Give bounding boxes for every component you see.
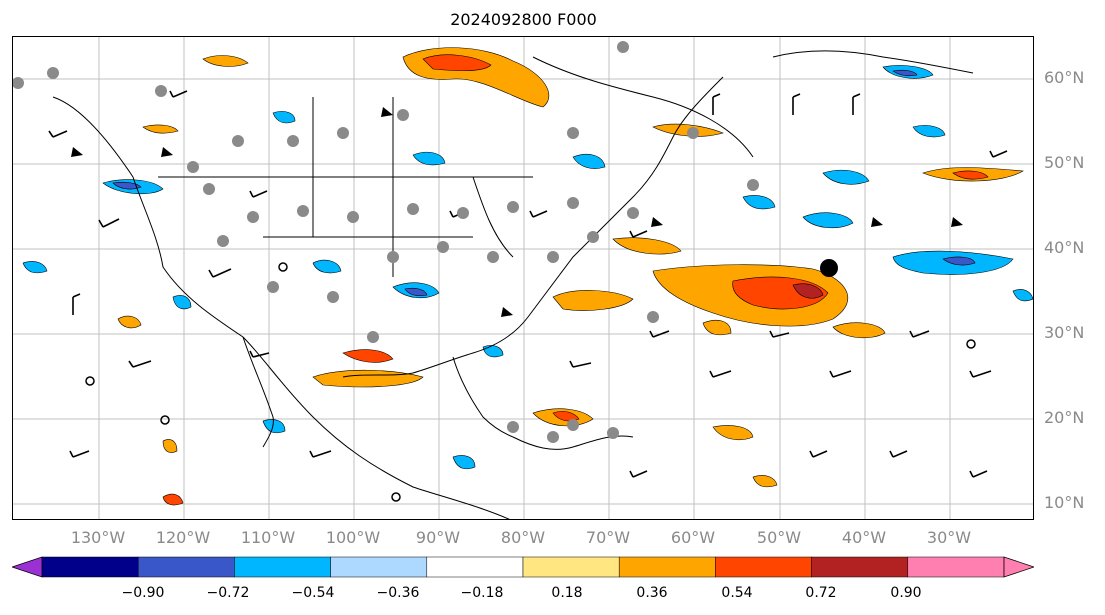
wind-barbs: [48, 90, 1008, 478]
colorbar-tick: 0.18: [551, 585, 583, 601]
colorbar-segment: [426, 556, 524, 578]
negative-shading: [22, 65, 1033, 470]
lon-label-60w: 60°W: [670, 528, 716, 547]
colorbar-extend-high: [1003, 556, 1034, 578]
colorbar-tick: −0.72: [206, 585, 250, 601]
colorbar-segment: [522, 556, 620, 578]
colorbar-tick: −0.18: [460, 585, 504, 601]
colorbar-tick: −0.90: [121, 585, 165, 601]
colorbar-tick: −0.36: [376, 585, 420, 601]
map-plot-area: [12, 36, 1034, 520]
colorbar-extend-low: [12, 556, 43, 578]
lon-label-110w: 110°W: [240, 528, 296, 547]
station-dots: [13, 41, 759, 443]
lon-label-90w: 90°W: [415, 528, 461, 547]
lon-label-80w: 80°W: [500, 528, 546, 547]
colorbar-segment: [41, 556, 139, 578]
lat-label-30n: 30°N: [1044, 323, 1085, 342]
lat-label-50n: 50°N: [1044, 153, 1085, 172]
lat-label-10n: 10°N: [1044, 493, 1085, 512]
colorbar-segment: [137, 556, 235, 578]
lon-label-100w: 100°W: [325, 528, 381, 547]
colorbar-segment: [618, 556, 716, 578]
lon-label-40w: 40°W: [841, 528, 887, 547]
positive-shading: [117, 47, 1024, 506]
lat-label-60n: 60°N: [1044, 68, 1085, 87]
colorbar-segment: [811, 556, 909, 578]
lat-label-40n: 40°N: [1044, 238, 1085, 257]
colorbar-tick: −0.54: [291, 585, 335, 601]
lon-label-50w: 50°W: [756, 528, 802, 547]
colorbar-tick: 0.36: [636, 585, 668, 601]
lat-label-20n: 20°N: [1044, 408, 1085, 427]
map-title: 2024092800 F000: [450, 10, 597, 29]
colorbar-tick: 0.72: [805, 585, 837, 601]
colorbar-segment: [907, 556, 1005, 578]
calm-circles: [85, 262, 976, 502]
lon-label-70w: 70°W: [585, 528, 631, 547]
colorbar-segment: [330, 556, 428, 578]
map-svg: [13, 37, 1033, 519]
colorbar: [12, 556, 1034, 578]
colorbar-tick: 0.90: [890, 585, 922, 601]
lon-label-120w: 120°W: [155, 528, 211, 547]
colorbar-segment: [715, 556, 812, 578]
wind-flags: [71, 107, 963, 317]
colorbar-tick: 0.54: [721, 585, 753, 601]
colorbar-segment: [234, 556, 331, 578]
station-marker-black: [820, 259, 838, 277]
lon-label-130w: 130°W: [70, 528, 126, 547]
lon-label-30w: 30°W: [926, 528, 972, 547]
